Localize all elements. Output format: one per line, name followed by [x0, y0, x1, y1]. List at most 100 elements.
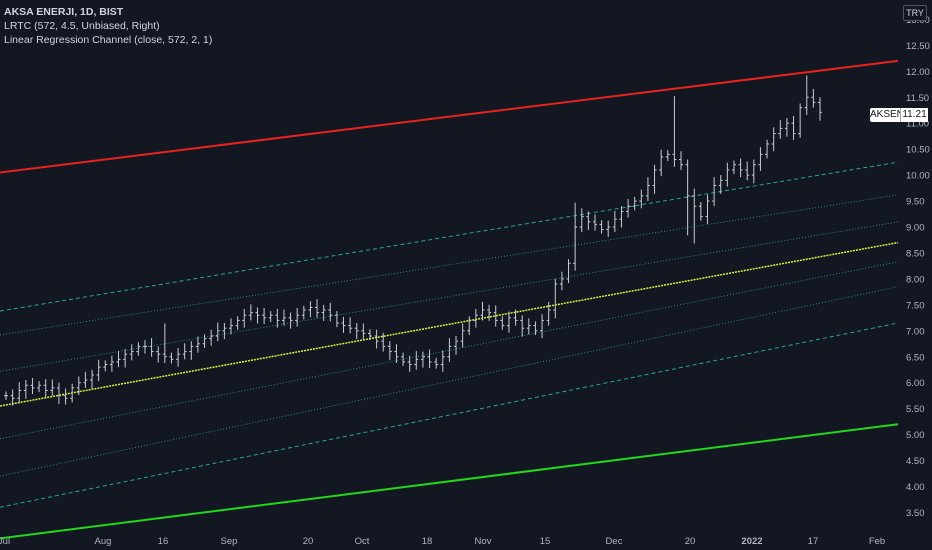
ohlc-bar [553, 278, 558, 319]
x-tick-label: Feb [869, 536, 885, 547]
ohlc-bar [301, 305, 306, 320]
y-tick-label: 9.00 [906, 223, 925, 234]
ohlc-bar [692, 188, 697, 244]
ohlc-bar [738, 158, 743, 178]
ohlc-bar [281, 309, 286, 326]
ohlc-bar [255, 307, 260, 324]
price-tag-symbol: AKSEN [870, 108, 904, 122]
ohlc-bar [480, 301, 485, 321]
ohlc-bar [242, 309, 247, 328]
y-tick-label: 6.00 [906, 378, 925, 389]
ohlc-bar [374, 329, 379, 349]
ohlc-bar [149, 338, 154, 357]
ohlc-bar [4, 391, 8, 400]
ohlc-bar [321, 304, 326, 321]
x-tick-label: 18 [422, 536, 433, 547]
ohlc-bar [434, 357, 439, 369]
ohlc-bar [169, 352, 174, 364]
ohlc-bar [566, 259, 571, 284]
ohlc-bar [189, 341, 194, 360]
ohlc-bar [791, 115, 796, 140]
ohlc-bar [43, 379, 48, 398]
ohlc-bar [142, 340, 147, 354]
ohlc-bar [414, 351, 419, 370]
x-tick-label: 15 [540, 536, 551, 547]
y-tick-label: 4.50 [906, 456, 925, 467]
ohlc-bar [698, 202, 703, 221]
ohlc-bar [23, 380, 28, 399]
x-tick-label: Oct [355, 536, 370, 547]
x-tick-label: Sep [221, 536, 238, 547]
ohlc-bar [586, 211, 591, 231]
ohlc-bar [718, 175, 723, 194]
y-tick-label: 10.00 [906, 171, 930, 182]
ohlc-bar [487, 304, 492, 321]
ohlc-bar [632, 196, 637, 211]
y-tick-label: 4.00 [906, 482, 925, 493]
x-tick-label: 20 [303, 536, 314, 547]
ohlc-bar [818, 97, 822, 121]
ohlc-bar [533, 321, 538, 335]
ohlc-bar [222, 323, 227, 340]
ohlc-bar [645, 177, 650, 202]
ohlc-bar [506, 311, 511, 333]
ohlc-bar [354, 323, 359, 340]
indicator-lrc-label[interactable]: Linear Regression Channel (close, 572, 2… [4, 34, 213, 46]
ohlc-bar [176, 347, 181, 367]
ohlc-bar [361, 323, 366, 340]
ohlc-bar [725, 162, 730, 187]
ohlc-bar [573, 202, 578, 271]
ohlc-bar [394, 344, 399, 363]
x-tick-label: 2022 [741, 536, 762, 547]
channel-line-dashed-7 [0, 322, 899, 508]
ohlc-bar [308, 301, 313, 318]
channel-line-lower-8 [0, 423, 899, 540]
ohlc-bar [63, 388, 68, 405]
ohlc-bar [381, 332, 386, 352]
ohlc-bar [665, 150, 670, 162]
y-tick-label: 10.50 [906, 145, 930, 156]
ohlc-bar [784, 118, 789, 137]
x-tick-label: 16 [158, 536, 169, 547]
ohlc-bar [758, 147, 763, 171]
ohlc-bar [447, 338, 452, 362]
ohlc-bar [804, 75, 809, 115]
y-tick-label: 3.50 [906, 508, 925, 519]
ohlc-bar [592, 214, 597, 231]
ohlc-bar [778, 120, 783, 139]
ohlc-bar [367, 329, 372, 341]
ohlc-bar [599, 220, 604, 234]
ohlc-bar [473, 309, 478, 328]
ohlc-bar [83, 371, 88, 388]
x-tick-label: Aug [95, 536, 112, 547]
price-tag-value: 11.21 [900, 108, 928, 122]
ohlc-bar [500, 316, 505, 330]
ohlc-bar [712, 177, 717, 207]
symbol-title[interactable]: AKSA ENERJI, 1D, BIST [4, 6, 124, 18]
indicator-lrtc-label[interactable]: LRTC (572, 4.5, Unbiased, Right) [4, 20, 160, 32]
ohlc-bar [811, 88, 816, 108]
ohlc-bar [513, 309, 518, 326]
channel-line-dotted-2 [0, 194, 899, 336]
ohlc-bar [248, 304, 253, 321]
currency-badge[interactable]: TRY [903, 5, 927, 21]
ohlc-bar [235, 316, 240, 330]
ohlc-bar [30, 378, 35, 395]
ohlc-bar [546, 301, 551, 326]
y-tick-label: 5.50 [906, 404, 925, 415]
ohlc-bar [659, 149, 664, 177]
ohlc-bar [679, 151, 684, 170]
ohlc-bar [765, 139, 770, 159]
x-tick-label: Dec [606, 536, 623, 547]
channel-line-dashed-1 [0, 161, 899, 312]
ohlc-bar [37, 381, 42, 393]
ohlc-bar [493, 305, 498, 327]
ohlc-bar [76, 376, 81, 396]
ohlc-bar [639, 189, 644, 209]
y-tick-label: 9.50 [906, 197, 925, 208]
ohlc-bar [268, 311, 273, 322]
ohlc-bar [619, 206, 624, 228]
channel-line-mid-4 [0, 241, 899, 407]
price-axis: 3.50 4.00 4.50 5.00 5.50 6.00 6.50 7.00 7.50 8.00… [906, 15, 930, 519]
